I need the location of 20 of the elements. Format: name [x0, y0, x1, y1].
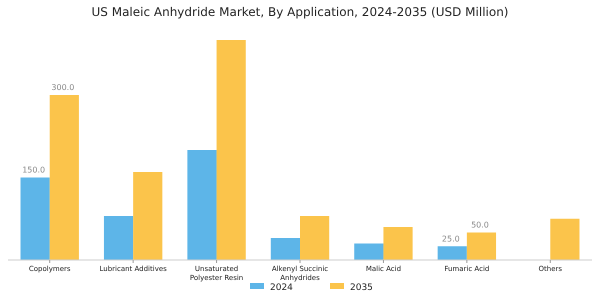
- bar: [354, 244, 384, 260]
- data-label: 300.0: [51, 83, 74, 92]
- legend-label: 2035: [350, 283, 373, 293]
- chart-title: US Maleic Anhydride Market, By Application, 2024-2035 (USD Million): [92, 5, 508, 19]
- legend-label: 2024: [270, 283, 294, 293]
- bar: [300, 216, 330, 260]
- bar: [20, 178, 50, 260]
- bar: [50, 95, 79, 260]
- bar: [383, 227, 413, 260]
- bar: [187, 150, 217, 260]
- bar: [550, 218, 580, 260]
- data-label: 25.0: [442, 234, 460, 244]
- bar: [216, 40, 246, 260]
- bar: [438, 246, 467, 260]
- bar: [104, 216, 134, 260]
- bar: [466, 232, 496, 260]
- data-label: 50.0: [471, 220, 489, 230]
- data-label: 150.0: [22, 166, 46, 174]
- bar: [133, 172, 162, 260]
- bar: [270, 238, 300, 260]
